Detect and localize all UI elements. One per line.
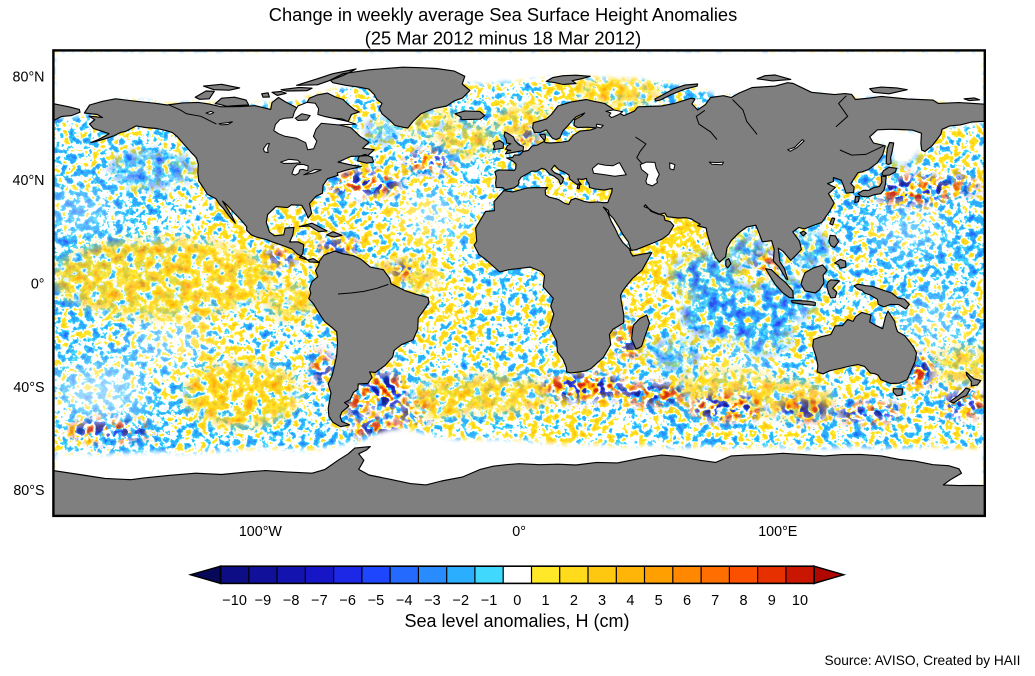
svg-text:1: 1 — [542, 593, 550, 609]
svg-text:10: 10 — [792, 593, 808, 609]
svg-text:100°W: 100°W — [239, 524, 283, 540]
svg-text:6: 6 — [683, 593, 691, 609]
svg-text:100°E: 100°E — [758, 524, 797, 540]
svg-text:−7: −7 — [311, 593, 328, 609]
svg-text:−6: −6 — [339, 593, 356, 609]
svg-text:Sea level anomalies, H (cm): Sea level anomalies, H (cm) — [404, 611, 629, 631]
svg-text:9: 9 — [768, 593, 776, 609]
svg-text:7: 7 — [711, 593, 719, 609]
svg-text:−8: −8 — [283, 593, 300, 609]
svg-text:5: 5 — [655, 593, 663, 609]
svg-text:−1: −1 — [481, 593, 498, 609]
svg-text:40°N: 40°N — [13, 173, 45, 189]
svg-text:−3: −3 — [424, 593, 441, 609]
svg-text:2: 2 — [570, 593, 578, 609]
svg-text:3: 3 — [598, 593, 606, 609]
svg-text:40°S: 40°S — [13, 380, 44, 396]
svg-text:0°: 0° — [512, 524, 526, 540]
svg-text:0°: 0° — [31, 276, 45, 292]
svg-text:−2: −2 — [453, 593, 470, 609]
svg-text:80°S: 80°S — [13, 483, 44, 499]
svg-text:(25 Mar 2012 minus 18 Mar 2012: (25 Mar 2012 minus 18 Mar 2012) — [365, 28, 641, 49]
svg-text:80°N: 80°N — [13, 70, 45, 86]
svg-text:0: 0 — [513, 593, 521, 609]
svg-text:Change in weekly average Sea S: Change in weekly average Sea Surface Hei… — [269, 4, 737, 25]
svg-text:−9: −9 — [255, 593, 272, 609]
svg-text:8: 8 — [739, 593, 747, 609]
svg-text:Source: AVISO, Created by HAII: Source: AVISO, Created by HAII — [824, 653, 1020, 668]
svg-text:−10: −10 — [222, 593, 247, 609]
svg-text:−5: −5 — [368, 593, 385, 609]
svg-text:−4: −4 — [396, 593, 413, 609]
svg-text:4: 4 — [626, 593, 634, 609]
